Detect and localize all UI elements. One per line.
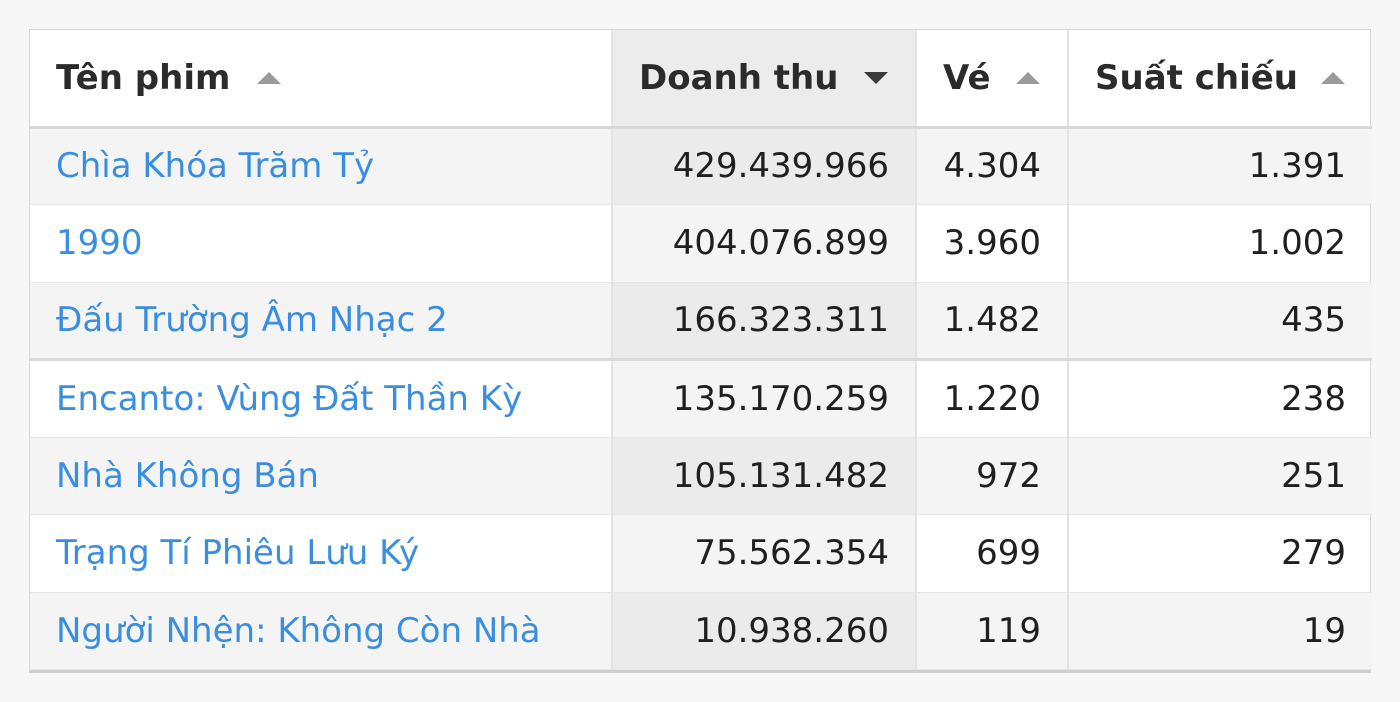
- tickets-cell: 1.220: [916, 359, 1069, 437]
- box-office-table: Tên phim Doanh thu: [30, 30, 1372, 670]
- table-row: Người Nhện: Không Còn Nhà 10.938.260 119…: [30, 592, 1372, 670]
- movie-title-link[interactable]: Đấu Trường Âm Nhạc 2: [30, 282, 613, 360]
- sort-ascending-icon: [257, 71, 282, 84]
- column-header-tickets-label: Vé: [943, 57, 991, 98]
- column-header-title-label: Tên phim: [56, 57, 231, 98]
- movie-title-link[interactable]: Người Nhện: Không Còn Nhà: [30, 592, 613, 670]
- movie-title-link[interactable]: Encanto: Vùng Đất Thần Kỳ: [30, 359, 613, 437]
- revenue-cell: 10.938.260: [612, 592, 917, 670]
- column-header-title[interactable]: Tên phim: [30, 30, 613, 129]
- tickets-cell: 3.960: [916, 204, 1069, 282]
- movie-title-link[interactable]: Nhà Không Bán: [30, 437, 613, 515]
- screenings-cell: 251: [1068, 437, 1372, 515]
- revenue-cell: 135.170.259: [612, 359, 917, 437]
- column-header-revenue-label: Doanh thu: [639, 57, 839, 98]
- table-row: Chìa Khóa Trăm Tỷ 429.439.966 4.304 1.39…: [30, 127, 1372, 205]
- table-header: Tên phim Doanh thu: [30, 30, 1372, 129]
- table-row: Encanto: Vùng Đất Thần Kỳ 135.170.259 1.…: [30, 359, 1372, 437]
- screenings-cell: 279: [1281, 533, 1346, 574]
- table-row: 1990 404.076.899 3.960 1.002: [30, 204, 1372, 282]
- screenings-cell: 238: [1281, 378, 1346, 419]
- sort-ascending-icon: [1016, 71, 1040, 84]
- tickets-cell: 4.304: [916, 127, 1069, 205]
- movie-title-link[interactable]: Chìa Khóa Trăm Tỷ: [30, 127, 613, 205]
- revenue-cell: 404.076.899: [612, 204, 917, 282]
- column-header-revenue[interactable]: Doanh thu: [612, 30, 917, 129]
- revenue-cell: 166.323.311: [612, 282, 917, 360]
- table-row: Nhà Không Bán 105.131.482 972 251: [30, 437, 1372, 515]
- revenue-cell: 75.562.354: [612, 514, 917, 592]
- revenue-cell: 105.131.482: [612, 437, 917, 515]
- tickets-cell: 972: [916, 437, 1069, 515]
- screenings-cell: 1.391: [1068, 127, 1372, 205]
- tickets-cell: 119: [916, 592, 1069, 670]
- sort-ascending-icon: [1321, 71, 1345, 84]
- header-row: Tên phim Doanh thu: [30, 30, 1372, 129]
- tickets-cell: 699: [916, 514, 1069, 592]
- tickets-cell: 1.482: [916, 282, 1069, 360]
- revenue-cell: 429.439.966: [612, 127, 917, 205]
- table-body: Chìa Khóa Trăm Tỷ 429.439.966 4.304 1.39…: [30, 127, 1372, 670]
- column-header-tickets[interactable]: Vé: [916, 30, 1069, 129]
- screenings-cell: 19: [1068, 592, 1372, 670]
- movie-title-link[interactable]: 1990: [30, 204, 613, 282]
- screenings-cell: 1.002: [1248, 223, 1346, 264]
- table-row: Trạng Tí Phiêu Lưu Ký 75.562.354 699 279: [30, 514, 1372, 592]
- box-office-table-container: Tên phim Doanh thu: [29, 29, 1372, 673]
- table-row: Đấu Trường Âm Nhạc 2 166.323.311 1.482 4…: [30, 282, 1372, 360]
- screenings-cell: 435: [1068, 282, 1372, 360]
- movie-title-link[interactable]: Trạng Tí Phiêu Lưu Ký: [30, 514, 613, 592]
- column-header-screenings[interactable]: Suất chiếu: [1068, 30, 1372, 129]
- column-header-screenings-label: Suất chiếu: [1095, 57, 1299, 98]
- sort-descending-icon: [864, 71, 888, 84]
